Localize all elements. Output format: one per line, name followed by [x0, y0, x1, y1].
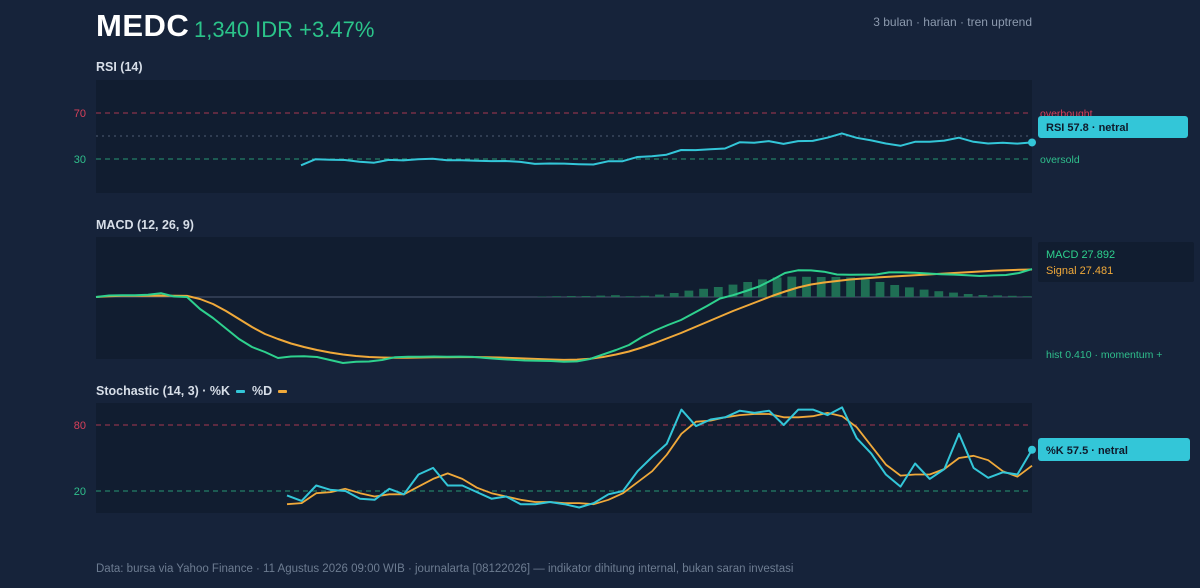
histogram-bar: [846, 277, 855, 297]
signal-value-label: Signal 27.481: [1046, 265, 1113, 277]
d-legend-label: %D: [252, 384, 273, 398]
histogram-bar: [699, 288, 708, 297]
histogram-bar: [684, 290, 694, 297]
histogram-bar: [1022, 296, 1032, 297]
histogram-bar: [816, 277, 826, 297]
rsi-last-point: [1028, 138, 1036, 147]
histogram-bar: [581, 296, 591, 297]
histogram-bar: [919, 289, 929, 297]
histogram-bar: [669, 293, 679, 297]
histogram-bar: [758, 279, 767, 297]
price-change: 1,340 IDR +3.47%: [194, 17, 375, 42]
macd-series-line: [95, 268, 1033, 364]
stoch-title-text: Stochastic (14, 3) · %K: [96, 384, 231, 398]
stoch-badge: [1038, 438, 1190, 461]
histogram-bar: [787, 276, 797, 297]
ticker-symbol: MEDC: [96, 8, 190, 43]
rsi-oversold-label: oversold: [1040, 154, 1080, 166]
histogram-bar: [802, 276, 811, 297]
histogram-bar: [905, 287, 914, 297]
histogram-bar: [552, 296, 561, 297]
rsi-ytick-70: 70: [74, 108, 86, 120]
stoch-ytick-80: 80: [74, 420, 86, 432]
histogram-bar: [831, 277, 841, 297]
histogram-bar: [978, 295, 988, 297]
signal-series-line: [95, 268, 1033, 361]
histogram-bar: [934, 291, 944, 297]
histogram-bar: [1007, 295, 1017, 297]
k-legend-swatch: [235, 390, 245, 394]
histogram-bar: [640, 295, 650, 297]
footer-source: Data: bursa via Yahoo Finance · 11 Agust…: [96, 563, 794, 575]
rsi-series-line: [300, 132, 1033, 167]
histogram-bar: [875, 282, 885, 297]
stoch-panel: [96, 403, 1032, 513]
histogram-bar: [993, 295, 1002, 297]
histogram-bar: [625, 296, 635, 297]
histogram-bar: [860, 279, 870, 297]
macd-value-box: [1038, 242, 1194, 282]
histogram-bar: [949, 292, 958, 297]
macd-value-label: MACD 27.892: [1046, 249, 1115, 261]
histogram-bar: [611, 295, 620, 297]
stoch-ytick-20: 20: [74, 486, 86, 498]
d-legend-swatch: [277, 390, 287, 394]
histogram-bar: [963, 294, 973, 297]
histogram-bar: [713, 287, 723, 297]
k-series-line: [286, 406, 1033, 509]
hist-value-label: hist 0.410 · momentum +: [1046, 349, 1162, 361]
histogram-bar: [728, 284, 738, 297]
rsi-title: RSI (14): [96, 60, 143, 74]
histogram-bar: [655, 294, 664, 297]
rsi-ytick-30: 30: [74, 154, 86, 166]
stoch-badge-text: %K 57.5 · netral: [1046, 445, 1128, 457]
rsi-badge-text: RSI 57.8 · netral: [1046, 122, 1129, 134]
stoch-title: Stochastic (14, 3) · %K %D: [96, 384, 291, 398]
chart-meta: 3 bulan · harian · tren uptrend: [873, 15, 1032, 29]
histogram-bar: [772, 277, 782, 297]
macd-title: MACD (12, 26, 9): [96, 218, 194, 232]
histogram-bar: [566, 296, 576, 297]
rsi-badge: [1038, 116, 1188, 138]
histogram-bar: [890, 285, 900, 297]
histogram-bar: [596, 295, 606, 297]
macd-panel: [96, 237, 1032, 359]
k-last-point: [1028, 445, 1036, 454]
